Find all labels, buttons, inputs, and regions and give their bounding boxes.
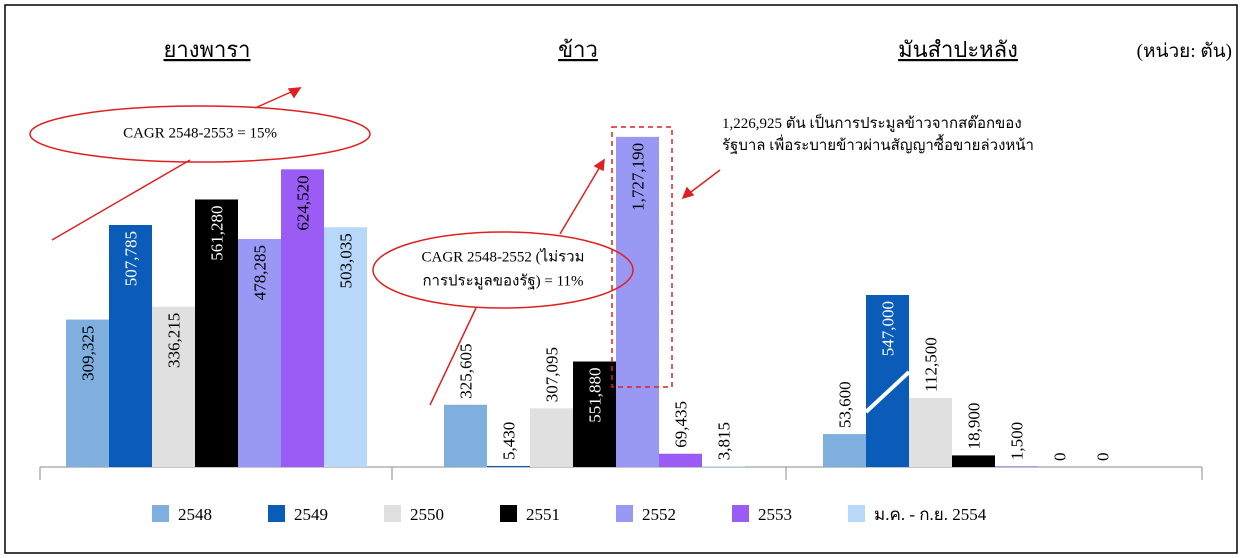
- value-label: 5,430: [500, 422, 519, 460]
- bar: [152, 306, 195, 467]
- legend-label: ม.ค. - ก.ย. 2554: [874, 505, 987, 524]
- value-label: 325,605: [457, 344, 476, 399]
- legend-swatch: [268, 505, 285, 522]
- bar: [281, 169, 324, 467]
- bar: [487, 465, 530, 467]
- panel-title: ยางพารา: [163, 37, 250, 62]
- legend-swatch: [500, 505, 517, 522]
- legend-label: 2553: [758, 505, 792, 524]
- bar: [995, 466, 1038, 467]
- bar: [823, 434, 866, 467]
- legend-swatch: [732, 505, 749, 522]
- value-label: 336,215: [165, 313, 184, 368]
- bar: [909, 397, 952, 467]
- value-label: 551,880: [586, 368, 605, 423]
- axis-break: [864, 370, 911, 414]
- bar: [530, 408, 573, 467]
- unit-label: (หน่วย: ตัน): [1137, 41, 1232, 62]
- legend-swatch: [384, 505, 401, 522]
- panel-title: มันสำปะหลัง: [898, 37, 1018, 62]
- bar: [659, 453, 702, 467]
- bars: 309,325 507,785 336,215 561,280 478,285 624,5…: [66, 136, 1113, 467]
- panel-title: ข้าว: [558, 37, 598, 62]
- value-label: 3,815: [715, 422, 734, 460]
- legend-label: 2549: [294, 505, 328, 524]
- bar: [573, 361, 616, 467]
- annotation: รัฐบาล เพื่อระบายข้าวผ่านสัญญาซื้อขายล่ว…: [722, 134, 1034, 154]
- legend-label: 2552: [642, 505, 676, 524]
- bar: [952, 455, 995, 467]
- value-label: 53,600: [836, 381, 855, 428]
- value-label: 112,500: [922, 337, 941, 392]
- value-label: 503,035: [337, 233, 356, 288]
- legend-label: 2548: [178, 505, 212, 524]
- value-label: 561,280: [208, 205, 227, 260]
- bar: [324, 227, 367, 467]
- annotation: การประมูลของรัฐ) = 11%: [422, 273, 583, 289]
- value-label: 478,285: [251, 245, 270, 300]
- value-label: 309,325: [79, 326, 98, 381]
- bar: [109, 224, 152, 467]
- legend: 2548 2549 2550 2551 2552 2553 ม.ค. - ก.ย. 2554: [152, 505, 987, 524]
- value-label: 1,727,190: [629, 143, 648, 211]
- value-label: 507,785: [122, 231, 141, 286]
- bar: [238, 239, 281, 467]
- value-label: 1,500: [1008, 422, 1027, 460]
- bar: [195, 199, 238, 467]
- legend-swatch: [616, 505, 633, 522]
- legend-label: 2550: [410, 505, 444, 524]
- value-label: 18,900: [965, 403, 984, 450]
- bar: [616, 136, 659, 467]
- legend-label: 2551: [526, 505, 560, 524]
- bar: [702, 466, 745, 467]
- value-label: 0: [1094, 453, 1113, 462]
- bar: [444, 404, 487, 467]
- annotation: CAGR 2548-2552 (ไม่รวม: [422, 247, 585, 265]
- legend-swatch: [848, 505, 865, 522]
- legend-swatch: [152, 505, 169, 522]
- bar: [66, 319, 109, 467]
- annotation: CAGR 2548-2553 = 15%: [123, 125, 277, 141]
- value-label: 0: [1051, 453, 1070, 462]
- annotation: 1,226,925 ตัน เป็นการประมูลข้าวจากสต๊อกข…: [722, 113, 1022, 132]
- value-label: 547,000: [879, 301, 898, 356]
- value-label: 307,095: [543, 347, 562, 402]
- value-label: 69,435: [672, 401, 691, 448]
- axis-ticks: [39, 467, 1203, 480]
- annotation-shapes: [29, 87, 721, 406]
- value-label: 624,520: [294, 175, 313, 230]
